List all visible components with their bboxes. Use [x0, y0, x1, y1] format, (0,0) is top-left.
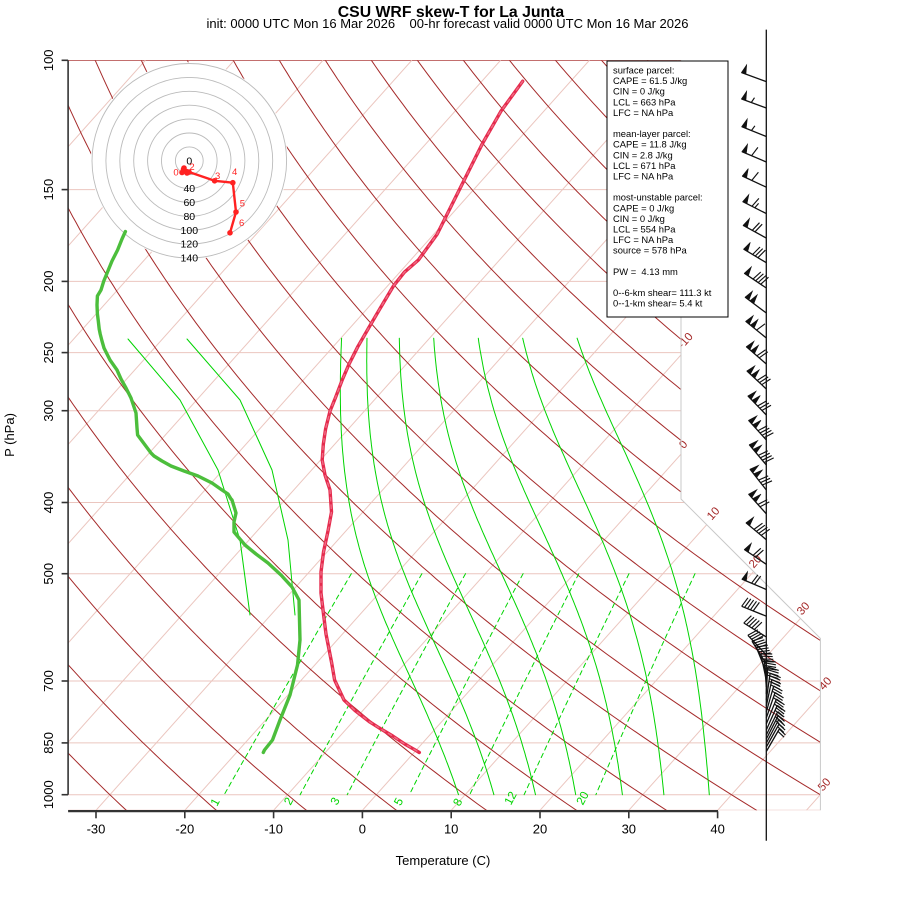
svg-text:CIN = 0 J/kg: CIN = 0 J/kg: [613, 86, 665, 97]
svg-text:CAPE = 11.8 J/kg: CAPE = 11.8 J/kg: [613, 139, 687, 150]
svg-text:150: 150: [41, 179, 56, 201]
svg-text:LCL = 663 hPa: LCL = 663 hPa: [613, 96, 676, 107]
svg-text:12: 12: [501, 789, 520, 807]
svg-text:-10: -10: [264, 821, 283, 836]
svg-text:CIN = 2.8 J/kg: CIN = 2.8 J/kg: [613, 149, 673, 160]
svg-text:0--6-km shear= 111.3 kt: 0--6-km shear= 111.3 kt: [613, 287, 712, 298]
svg-text:source = 578 hPa: source = 578 hPa: [613, 245, 688, 256]
svg-text:850: 850: [41, 732, 56, 754]
svg-text:20: 20: [533, 821, 547, 836]
svg-text:100: 100: [41, 49, 56, 71]
svg-text:LFC = NA hPa: LFC = NA hPa: [613, 234, 674, 245]
svg-text:CIN = 0 J/kg: CIN = 0 J/kg: [613, 213, 665, 224]
svg-text:4: 4: [232, 167, 237, 178]
svg-text:-20: -20: [175, 821, 194, 836]
svg-text:40: 40: [710, 821, 724, 836]
svg-text:most-unstable parcel:: most-unstable parcel:: [613, 192, 703, 203]
svg-text:init: 0000 UTC Mon 16 Mar 2026: init: 0000 UTC Mon 16 Mar 2026 00-hr for…: [207, 16, 689, 31]
svg-text:250: 250: [41, 342, 56, 364]
svg-text:40: 40: [183, 183, 195, 195]
svg-text:300: 300: [41, 400, 56, 422]
svg-text:CAPE = 61.5 J/kg: CAPE = 61.5 J/kg: [613, 75, 687, 86]
svg-text:3: 3: [215, 171, 220, 182]
svg-text:60: 60: [183, 197, 195, 209]
svg-text:0: 0: [359, 821, 366, 836]
svg-text:0: 0: [186, 155, 192, 167]
svg-text:surface parcel:: surface parcel:: [613, 65, 675, 76]
svg-text:PW = 4.13 mm: PW = 4.13 mm: [613, 266, 678, 277]
svg-text:LCL = 554 hPa: LCL = 554 hPa: [613, 224, 676, 235]
svg-text:6: 6: [239, 218, 244, 229]
svg-text:700: 700: [41, 670, 56, 692]
svg-text:-30: -30: [87, 821, 106, 836]
svg-text:LCL = 671 hPa: LCL = 671 hPa: [613, 160, 676, 171]
svg-text:2: 2: [189, 162, 194, 173]
svg-text:0--1-km shear= 5.4 kt: 0--1-km shear= 5.4 kt: [613, 298, 703, 309]
svg-text:120: 120: [181, 239, 199, 251]
svg-text:100: 100: [181, 225, 199, 237]
svg-text:80: 80: [183, 211, 195, 223]
svg-text:20: 20: [573, 789, 592, 808]
svg-text:CAPE = 0 J/kg: CAPE = 0 J/kg: [613, 202, 674, 213]
svg-text:1000: 1000: [41, 780, 56, 809]
svg-text:P (hPa): P (hPa): [2, 413, 17, 457]
svg-text:30: 30: [622, 821, 636, 836]
svg-text:LFC = NA hPa: LFC = NA hPa: [613, 171, 674, 182]
svg-text:10: 10: [444, 821, 458, 836]
svg-text:mean-layer parcel:: mean-layer parcel:: [613, 128, 691, 139]
svg-text:400: 400: [41, 492, 56, 514]
svg-text:LFC = NA hPa: LFC = NA hPa: [613, 107, 674, 118]
svg-text:0: 0: [173, 168, 178, 179]
svg-text:Temperature (C): Temperature (C): [396, 853, 491, 868]
svg-text:5: 5: [240, 199, 245, 210]
svg-text:140: 140: [181, 253, 199, 265]
svg-text:500: 500: [41, 563, 56, 585]
svg-text:200: 200: [41, 271, 56, 293]
svg-text:CSU WRF skew-T for La Junta: CSU WRF skew-T for La Junta: [338, 4, 565, 21]
